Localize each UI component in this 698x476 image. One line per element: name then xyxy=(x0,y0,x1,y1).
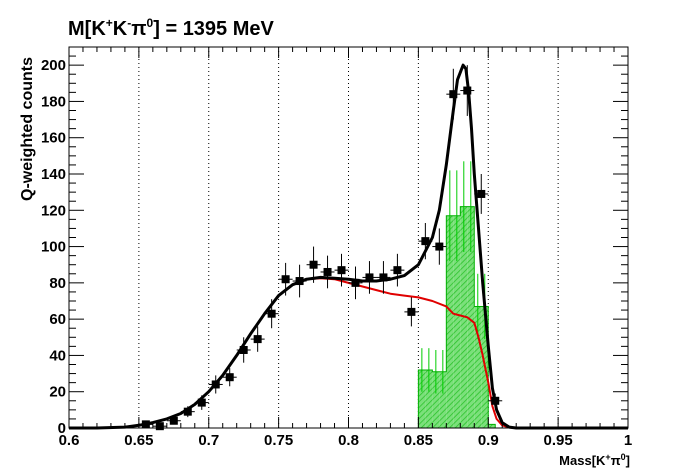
xlabel-part: π xyxy=(610,453,621,468)
data-point xyxy=(253,335,262,344)
x-tick-label: 1 xyxy=(624,432,632,449)
data-point xyxy=(393,266,402,275)
y-tick-label: 40 xyxy=(49,347,66,364)
data-point xyxy=(211,380,220,389)
x-tick-label: 0.85 xyxy=(404,432,433,449)
background-fit-curve xyxy=(69,277,628,429)
data-point xyxy=(169,416,178,425)
xlabel-part: ] xyxy=(625,453,630,468)
data-point xyxy=(281,275,290,284)
grid-layer xyxy=(138,47,559,428)
xlabel-sup: 0 xyxy=(620,452,626,462)
data-point xyxy=(463,86,472,95)
data-point xyxy=(365,273,374,282)
data-point xyxy=(309,260,318,269)
x-tick-label: 0.65 xyxy=(124,432,153,449)
title-part: M[K xyxy=(68,18,106,40)
y-tick-label: 20 xyxy=(49,384,66,401)
title-sup: + xyxy=(105,16,113,30)
signal-bin xyxy=(467,206,475,428)
y-axis-title: Q-weighted counts xyxy=(19,57,36,201)
data-point xyxy=(337,266,346,275)
data-point xyxy=(421,237,430,246)
y-tick-label: 120 xyxy=(41,202,66,219)
y-tick-label: 100 xyxy=(41,239,66,256)
data-point xyxy=(351,278,360,287)
y-tick-label: 140 xyxy=(41,166,66,183)
x-tick-label: 0.9 xyxy=(478,432,499,449)
signal-bin xyxy=(418,369,426,428)
data-points xyxy=(138,65,503,431)
data-point xyxy=(197,398,206,407)
data-point xyxy=(477,189,486,198)
data-point xyxy=(155,422,164,431)
data-point xyxy=(239,345,248,354)
xlabel-sup: + xyxy=(605,452,611,462)
chart-title: M[K+K-π0] = 1395 MeV xyxy=(68,16,274,41)
data-point xyxy=(491,396,500,405)
y-tick-label: 200 xyxy=(41,57,66,74)
x-tick-label: 0.75 xyxy=(264,432,293,449)
data-point xyxy=(225,373,234,382)
axes: 0.6 0.65 0.7 0.75 0.8 0.85 0.9 0.95 1 0 20 40 60 80 10… xyxy=(41,46,632,449)
data-point xyxy=(295,277,304,286)
y-tick-label: 0 xyxy=(58,420,66,437)
title-part: ] = 1395 MeV xyxy=(153,18,274,40)
data-point xyxy=(407,307,416,316)
data-point xyxy=(449,90,458,99)
y-tick-label: 60 xyxy=(49,311,66,328)
data-point xyxy=(141,420,150,429)
xlabel-part: Mass[K xyxy=(559,453,606,468)
data-point xyxy=(267,309,276,318)
signal-bin xyxy=(446,215,454,428)
data-point xyxy=(435,242,444,251)
signal-bin xyxy=(488,424,496,428)
data-point xyxy=(323,267,332,276)
title-sup: 0 xyxy=(146,16,154,30)
x-axis-title: Mass[K+π0] xyxy=(559,452,630,468)
x-tick-label: 0.95 xyxy=(544,432,573,449)
title-sup: - xyxy=(127,16,132,30)
y-tick-label: 80 xyxy=(49,275,66,292)
signal-bin xyxy=(432,371,440,428)
x-tick-label: 0.8 xyxy=(338,432,359,449)
signal-bin xyxy=(453,215,461,428)
x-tick-label: 0.7 xyxy=(198,432,219,449)
y-tick-label: 180 xyxy=(41,93,66,110)
x-tick-label: 0.6 xyxy=(59,432,80,449)
data-point xyxy=(379,273,388,282)
y-tick-label: 160 xyxy=(41,130,66,147)
signal-bin xyxy=(439,371,447,428)
title-part: π xyxy=(131,18,147,40)
signal-bin xyxy=(474,306,482,428)
title-part: K xyxy=(112,18,128,40)
signal-histogram-outline xyxy=(417,206,503,429)
signal-bin xyxy=(425,369,433,428)
data-point xyxy=(183,407,192,416)
plot-frame xyxy=(68,46,629,429)
